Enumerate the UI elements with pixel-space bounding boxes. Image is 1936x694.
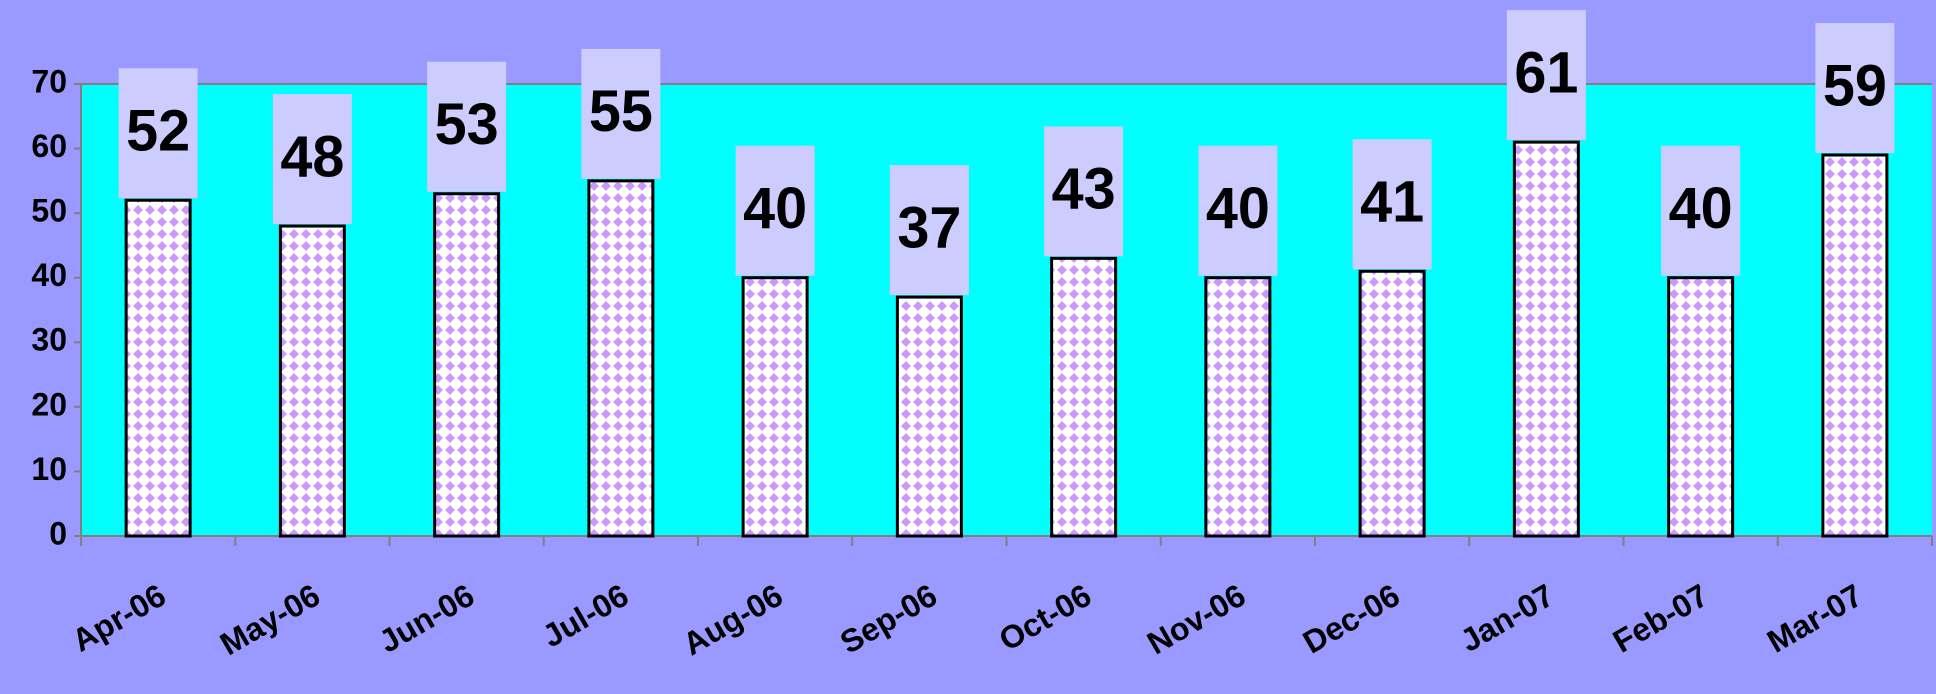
bar: [1204, 276, 1272, 538]
y-tick-label: 40: [31, 257, 67, 293]
value-label-box: [581, 48, 661, 179]
y-tick-label: 30: [31, 322, 67, 358]
value-label: 59: [1823, 53, 1887, 118]
value-label-box: [427, 61, 507, 192]
value-label-box: [1352, 139, 1432, 270]
value-label: 43: [1052, 157, 1116, 222]
value-label: 55: [589, 79, 653, 144]
value-label-box: [272, 94, 352, 225]
value-label-box: [735, 145, 815, 276]
y-tick-label: 60: [31, 128, 67, 164]
value-label: 37: [897, 195, 961, 260]
value-label: 41: [1360, 170, 1424, 235]
bar: [278, 224, 346, 538]
y-tick-label: 20: [31, 386, 67, 422]
value-label-box: [1198, 145, 1278, 276]
value-label: 52: [126, 99, 190, 164]
bar: [741, 276, 809, 538]
value-label-box: [118, 68, 198, 199]
y-tick-label: 70: [31, 63, 67, 99]
bar: [1512, 140, 1580, 538]
value-label: 40: [1206, 176, 1270, 241]
value-label: 40: [743, 176, 807, 241]
bar: [124, 198, 192, 538]
y-tick-label: 10: [31, 451, 67, 487]
bar: [1358, 269, 1426, 538]
value-label: 48: [280, 124, 344, 189]
value-label-box: [1661, 145, 1741, 276]
bar: [1821, 153, 1889, 538]
bar: [587, 179, 655, 538]
bar: [433, 192, 501, 538]
value-label-box: [1815, 23, 1895, 154]
bar: [895, 295, 963, 538]
y-tick-label: 0: [49, 515, 67, 551]
value-label: 53: [435, 92, 499, 157]
y-tick-label: 50: [31, 193, 67, 229]
bar: [1667, 276, 1735, 538]
value-label: 40: [1669, 176, 1733, 241]
bar: [1050, 256, 1118, 538]
value-label-box: [1044, 126, 1124, 257]
plot-area: [81, 84, 1932, 536]
value-label: 61: [1514, 40, 1578, 105]
value-label-box: [889, 165, 969, 296]
value-label-box: [1506, 10, 1586, 141]
